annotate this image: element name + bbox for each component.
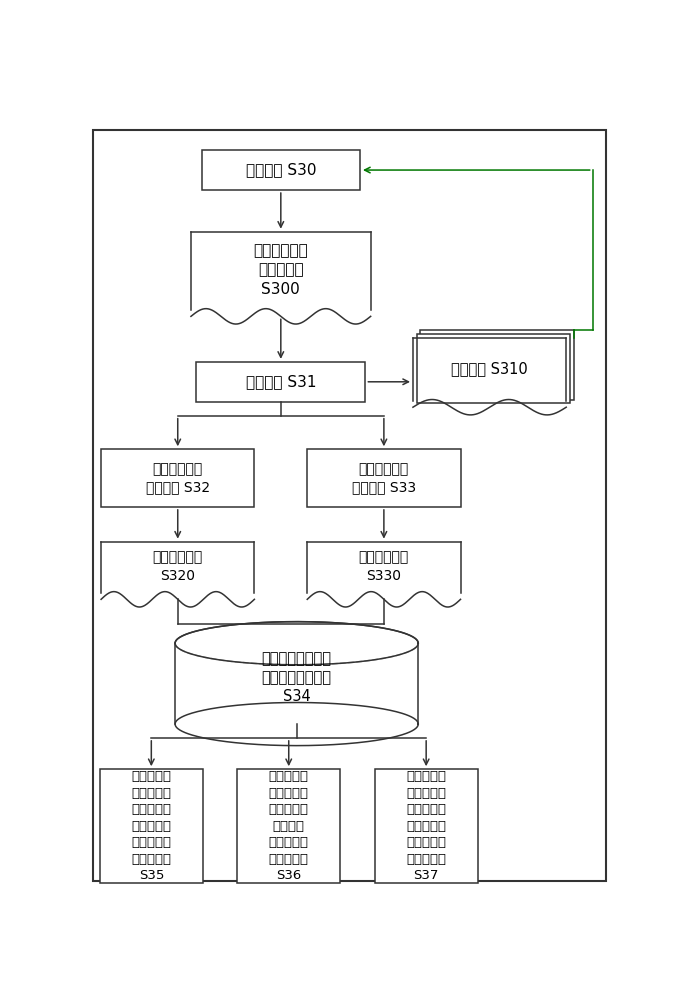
Text: 输入特征值至
镜射单元 S32: 输入特征值至 镜射单元 S32 (146, 462, 210, 494)
Text: 储存特征值、镜射
数据以及转置数据
S34: 储存特征值、镜射 数据以及转置数据 S34 (262, 651, 331, 704)
Text: 人脸侦测单
元依据图版
或第一镜射
数据形成正
脸模版，进
行正脸侦测
S35: 人脸侦测单 元依据图版 或第一镜射 数据形成正 脸模版，进 行正脸侦测 S35 (132, 770, 171, 882)
Text: 输入人脸图像
至转换单元
S300: 输入人脸图像 至转换单元 S300 (254, 243, 308, 297)
FancyBboxPatch shape (307, 449, 460, 507)
Text: 形成图版 S310: 形成图版 S310 (451, 361, 528, 376)
FancyBboxPatch shape (374, 769, 477, 883)
Text: 特征转换 S31: 特征转换 S31 (246, 374, 316, 389)
FancyBboxPatch shape (101, 449, 254, 507)
Text: 擷取图像 S30: 擷取图像 S30 (246, 163, 316, 178)
FancyBboxPatch shape (420, 330, 574, 400)
FancyBboxPatch shape (175, 643, 418, 724)
Text: 人脸侦测装
置依据图版
或第二镜射
数据形成侧
脸模版，进
行侧脸侦测
S37: 人脸侦测装 置依据图版 或第二镜射 数据形成侧 脸模版，进 行侧脸侦测 S37 (406, 770, 446, 882)
FancyBboxPatch shape (417, 334, 570, 403)
Text: 形成镜射数据
S320: 形成镜射数据 S320 (153, 551, 203, 583)
FancyBboxPatch shape (100, 769, 203, 883)
FancyBboxPatch shape (202, 150, 360, 190)
FancyBboxPatch shape (196, 362, 366, 402)
Text: 形成转置数据
S330: 形成转置数据 S330 (359, 551, 409, 583)
Text: 人脸侦测单
元依据转置
数据形成转
置正脸模
版，进行转
置正脸侦测
S36: 人脸侦测单 元依据转置 数据形成转 置正脸模 版，进行转 置正脸侦测 S36 (269, 770, 309, 882)
FancyBboxPatch shape (237, 769, 340, 883)
Text: 输入特征值至
转置单元 S33: 输入特征值至 转置单元 S33 (352, 462, 416, 494)
